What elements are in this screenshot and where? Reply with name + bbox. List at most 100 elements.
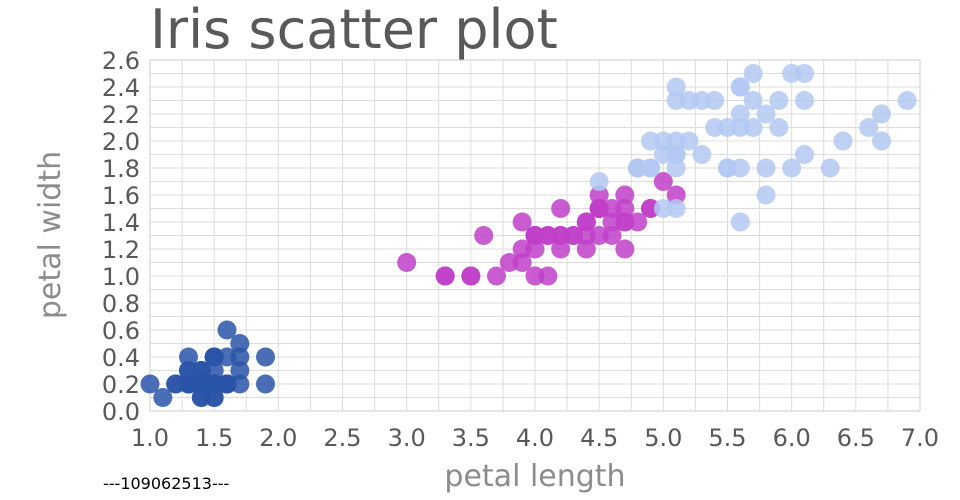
x-tick-label: 4.0 <box>516 424 554 452</box>
scatter-point-series-2 <box>499 253 519 272</box>
scatter-point-series-3 <box>756 185 776 205</box>
scatter-point-series-3 <box>653 145 673 164</box>
y-tick-label: 1.8 <box>102 155 140 183</box>
scatter-point-series-2 <box>435 266 455 286</box>
scatter-point-series-2 <box>628 212 648 232</box>
scatter-point-series-3 <box>872 131 891 151</box>
y-tick-label: 1.6 <box>102 182 140 210</box>
y-tick-label: 1.0 <box>102 263 140 291</box>
chart-caption: ---109062513--- <box>103 474 229 493</box>
scatter-point-series-3 <box>782 158 802 178</box>
scatter-point-series-3 <box>718 158 737 178</box>
scatter-point-series-3 <box>692 145 712 164</box>
scatter-point-series-3 <box>705 91 725 110</box>
scatter-point-series-3 <box>679 131 699 151</box>
scatter-point-series-1 <box>191 374 211 394</box>
scatter-point-series-3 <box>666 158 686 178</box>
scatter-point-series-2 <box>525 239 545 259</box>
x-tick-label: 7.0 <box>901 424 939 452</box>
y-tick-label: 0.6 <box>102 317 140 345</box>
x-tick-label: 2.5 <box>323 424 361 452</box>
scatter-point-series-3 <box>589 172 609 191</box>
x-tick-label: 5.5 <box>708 424 746 452</box>
scatter-point-series-3 <box>730 118 750 137</box>
scatter-point-series-2 <box>551 199 571 218</box>
scatter-point-series-1 <box>230 361 250 380</box>
x-tick-label: 1.5 <box>195 424 233 452</box>
scatter-point-series-2 <box>602 212 622 232</box>
x-tick-labels: 1.0 1.5 2.0 2.5 3.0 3.5 4.0 4.5 5.0 5.5 6.0 6.5 7.0 <box>131 424 939 452</box>
y-tick-label: 0.8 <box>102 290 140 318</box>
y-tick-label: 2.4 <box>102 74 140 102</box>
scatter-point-series-3 <box>872 104 891 124</box>
x-tick-label: 4.5 <box>580 424 618 452</box>
scatter-point-series-3 <box>769 91 789 110</box>
y-tick-label: 2.6 <box>102 47 140 75</box>
x-tick-label: 2.0 <box>259 424 297 452</box>
scatter-point-series-2 <box>666 185 686 205</box>
scatter-point-series-3 <box>756 158 776 178</box>
scatter-point-series-3 <box>897 91 917 110</box>
scatter-point-series-2 <box>538 226 558 245</box>
y-tick-label: 0.2 <box>102 371 140 399</box>
x-tick-label: 1.0 <box>131 424 169 452</box>
scatter-point-series-3 <box>666 199 686 218</box>
scatter-point-series-3 <box>628 158 648 178</box>
x-tick-label: 6.0 <box>773 424 811 452</box>
scatter-point-series-2 <box>564 226 583 245</box>
scatter-point-series-2 <box>461 266 481 286</box>
scatter-point-series-3 <box>743 91 763 110</box>
scatter-point-series-2 <box>653 172 673 191</box>
scatter-point-series-3 <box>820 158 840 178</box>
scatter-point-series-3 <box>679 91 699 110</box>
scatter-point-series-2 <box>474 226 494 245</box>
scatter-point-series-1 <box>256 347 275 367</box>
y-tick-labels: 0.00.20.40.60.81.01.21.41.61.82.02.22.42… <box>102 47 140 426</box>
scatter-point-series-1 <box>204 347 224 367</box>
scatter-point-series-1 <box>153 388 173 407</box>
plot-frame <box>149 59 921 412</box>
scatter-point-series-3 <box>730 77 750 97</box>
scatter-point-series-2 <box>589 199 609 218</box>
scatter-point-series-1 <box>230 334 250 353</box>
scatter-point-series-3 <box>795 145 814 164</box>
scatter-point-series-1 <box>179 347 198 367</box>
scatter-point-series-2 <box>397 253 417 272</box>
data-points <box>140 64 917 407</box>
y-tick-label: 2.2 <box>102 101 140 129</box>
scatter-point-series-2 <box>589 185 609 205</box>
scatter-point-series-2 <box>538 266 558 286</box>
scatter-point-series-2 <box>512 212 532 232</box>
scatter-point-series-3 <box>795 64 814 83</box>
x-tick-label: 5.0 <box>644 424 682 452</box>
scatter-point-series-1 <box>191 361 211 380</box>
scatter-point-series-3 <box>795 91 814 110</box>
y-tick-label: 1.4 <box>102 209 140 237</box>
scatter-point-series-2 <box>615 185 635 205</box>
scatter-point-series-1 <box>217 320 237 340</box>
scatter-point-series-2 <box>576 212 596 232</box>
x-tick-label: 3.5 <box>452 424 490 452</box>
scatter-point-series-3 <box>666 77 686 97</box>
scatter-point-series-1 <box>191 388 211 407</box>
scatter-point-series-3 <box>833 131 853 151</box>
scatter-point-series-3 <box>730 212 750 232</box>
scatter-point-series-3 <box>769 118 789 137</box>
scatter-point-series-2 <box>615 239 635 259</box>
y-tick-label: 1.2 <box>102 236 140 264</box>
scatter-point-series-2 <box>487 266 506 286</box>
scatter-point-series-3 <box>743 64 763 83</box>
scatter-point-series-2 <box>551 239 571 259</box>
x-tick-label: 6.5 <box>837 424 875 452</box>
scatter-point-series-3 <box>859 118 879 137</box>
y-tick-label: 0.0 <box>102 398 140 426</box>
scatter-point-series-2 <box>615 199 635 218</box>
scatter-point-series-3 <box>705 118 725 137</box>
y-axis-label: petal width <box>33 151 68 319</box>
scatter-point-series-3 <box>641 131 660 151</box>
x-tick-label: 3.0 <box>388 424 426 452</box>
scatter-point-series-3 <box>730 104 750 124</box>
scatter-point-series-2 <box>576 239 596 259</box>
y-tick-label: 2.0 <box>102 128 140 156</box>
